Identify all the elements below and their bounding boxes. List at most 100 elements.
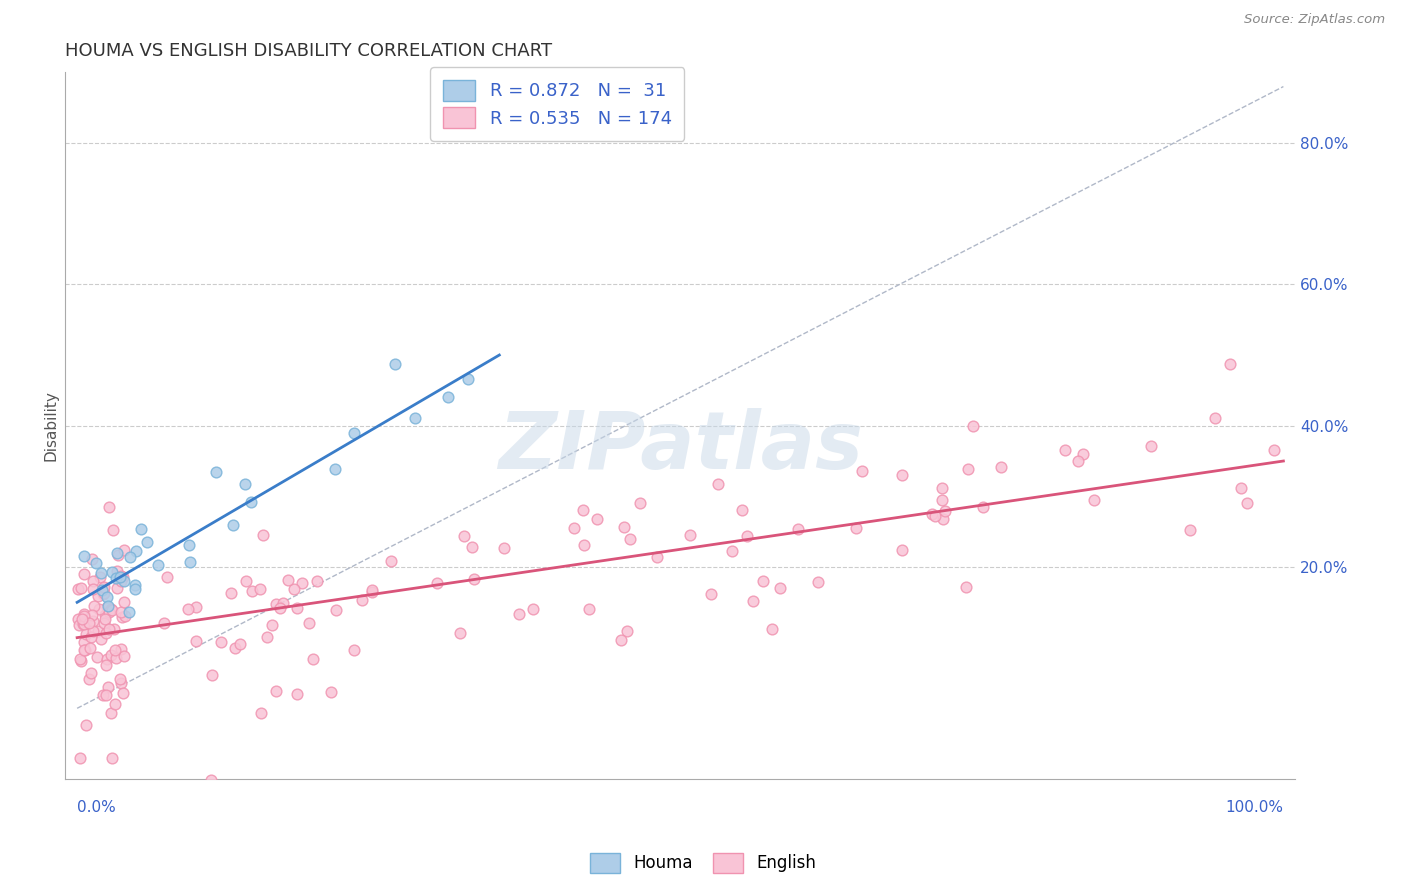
Point <box>463 572 485 586</box>
Point <box>93 615 115 630</box>
Point <box>628 496 651 510</box>
Point <box>73 634 96 648</box>
Point <box>82 582 104 596</box>
Point <box>117 606 139 620</box>
Point <box>93 586 115 600</box>
Point <box>98 622 121 636</box>
Point <box>769 581 792 595</box>
Point <box>91 581 114 595</box>
Point <box>404 411 426 425</box>
Point <box>82 607 104 622</box>
Point <box>239 495 262 509</box>
Point <box>79 615 101 630</box>
Point <box>955 580 977 594</box>
Point <box>931 481 953 495</box>
Point <box>1139 440 1161 454</box>
Point <box>101 523 124 537</box>
Point <box>84 556 107 570</box>
Point <box>112 649 135 664</box>
Point <box>94 689 117 703</box>
Point <box>86 649 108 664</box>
Point <box>101 566 124 580</box>
Point <box>89 570 111 584</box>
Point <box>1204 410 1226 425</box>
Point <box>787 522 810 536</box>
Point <box>72 643 94 657</box>
Point <box>73 608 96 623</box>
Point <box>87 589 110 603</box>
Point <box>110 610 132 624</box>
Point <box>619 533 641 547</box>
Point <box>87 624 110 638</box>
Point <box>492 541 515 556</box>
Point <box>578 601 600 615</box>
Point <box>461 540 484 554</box>
Point <box>269 600 291 615</box>
Point <box>586 512 609 526</box>
Point <box>70 581 93 595</box>
Point <box>110 574 132 588</box>
Point <box>249 706 271 720</box>
Point <box>90 632 112 646</box>
Text: 0.0%: 0.0% <box>77 800 115 815</box>
Point <box>266 597 288 611</box>
Point <box>457 372 479 386</box>
Point <box>67 612 90 626</box>
Point <box>97 599 120 613</box>
Point <box>343 425 366 440</box>
Point <box>112 595 135 609</box>
Point <box>124 577 146 591</box>
Point <box>110 641 132 656</box>
Point <box>96 600 118 615</box>
Point <box>924 509 946 524</box>
Point <box>990 459 1012 474</box>
Point <box>731 503 754 517</box>
Point <box>262 617 284 632</box>
Point <box>73 567 96 582</box>
Point <box>224 641 246 656</box>
Point <box>100 602 122 616</box>
Point <box>508 607 530 621</box>
Point <box>114 574 136 588</box>
Point <box>179 538 201 552</box>
Point <box>1067 453 1090 467</box>
Point <box>437 390 460 404</box>
Point <box>1071 447 1094 461</box>
Point <box>105 546 128 560</box>
Point <box>73 616 96 631</box>
Point <box>110 605 132 619</box>
Point <box>153 616 176 631</box>
Point <box>75 718 97 732</box>
Point <box>229 637 252 651</box>
Point <box>104 650 127 665</box>
Point <box>572 502 595 516</box>
Point <box>96 652 118 666</box>
Point <box>93 608 115 623</box>
Point <box>209 635 232 649</box>
Point <box>1083 492 1105 507</box>
Point <box>110 676 132 690</box>
Point <box>101 603 124 617</box>
Point <box>972 500 994 514</box>
Point <box>610 632 633 647</box>
Point <box>105 564 128 578</box>
Point <box>449 626 471 640</box>
Point <box>103 698 125 712</box>
Point <box>82 615 104 629</box>
Point <box>706 477 728 491</box>
Point <box>219 585 242 599</box>
Point <box>94 626 117 640</box>
Point <box>380 554 402 568</box>
Point <box>285 687 308 701</box>
Point <box>752 574 775 588</box>
Point <box>75 615 97 629</box>
Point <box>242 584 264 599</box>
Point <box>67 618 90 632</box>
Point <box>104 642 127 657</box>
Point <box>112 569 135 583</box>
Y-axis label: Disability: Disability <box>44 391 58 461</box>
Point <box>129 522 152 536</box>
Point <box>120 549 142 564</box>
Point <box>73 607 96 621</box>
Point <box>97 680 120 694</box>
